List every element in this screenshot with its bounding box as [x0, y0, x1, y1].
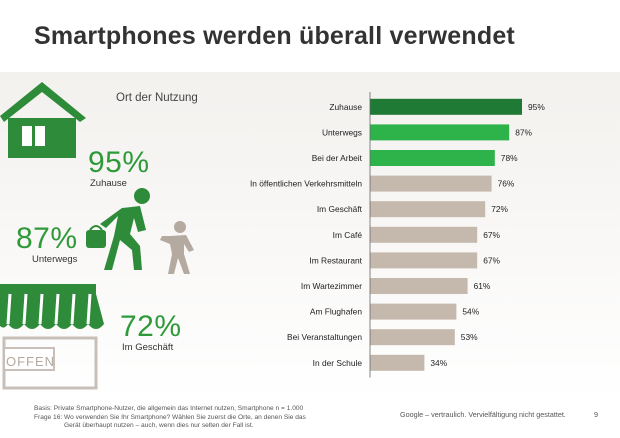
page-number: 9 [594, 410, 598, 419]
footer-question-line2: Gerät überhaupt nutzen – auch, wenn dies… [64, 422, 254, 430]
footer-question-line1: Frage 16: Wo verwenden Sie Ihr Smartphon… [34, 413, 306, 421]
bar-bei-der-arbeit [370, 150, 495, 166]
value-label-in-der-schule: 34% [430, 358, 447, 368]
confidential-note: Google – vertraulich. Vervielfältigung n… [400, 410, 566, 419]
bar-im-restaurant [370, 252, 478, 269]
value-label-bei-veranstaltungen: 53% [461, 332, 478, 342]
value-label-unterwegs: 87% [515, 127, 532, 137]
category-label-am-flughafen: Am Flughafen [310, 307, 362, 317]
highlight-home-value: 95% [88, 146, 150, 179]
house-icon [0, 82, 86, 158]
bar-im-wartezimmer [370, 278, 468, 294]
category-label-unterwegs: Unterwegs [322, 127, 362, 137]
highlight-shop-label: Im Geschäft [122, 342, 174, 353]
highlight-on-the-go-label: Unterwegs [32, 254, 78, 265]
footer-basis: Basis: Private Smartphone-Nutzer, die al… [34, 405, 304, 412]
category-label-bei-der-arbeit: Bei der Arbeit [312, 153, 363, 163]
category-label-in-offentlichen-verkehrsmitteln: In öffentlichen Verkehrsmitteln [250, 179, 362, 189]
bar-in-offentlichen-verkehrsmitteln [370, 175, 492, 192]
highlight-on-the-go-value: 87% [16, 222, 78, 255]
category-label-im-geschaft: Im Geschäft [317, 204, 363, 214]
value-label-im-geschaft: 72% [491, 204, 508, 214]
bar-im-geschaft [370, 201, 486, 218]
category-label-zuhause: Zuhause [329, 102, 362, 112]
value-label-im-cafe: 67% [483, 230, 500, 240]
bar-im-cafe [370, 226, 478, 243]
highlight-shop-value: 72% [120, 310, 182, 343]
value-label-im-restaurant: 67% [483, 255, 500, 265]
bar-zuhause [370, 98, 522, 115]
walking-person-icon [86, 188, 150, 270]
shop-awning-icon [0, 284, 104, 390]
category-label-im-restaurant: Im Restaurant [309, 255, 362, 265]
footer-notes: Basis: Private Smartphone-Nutzer, die al… [34, 405, 334, 431]
value-label-am-flughafen: 54% [462, 307, 479, 317]
value-label-im-wartezimmer: 61% [474, 281, 491, 291]
bar-bei-veranstaltungen [370, 329, 455, 346]
value-label-zuhause: 95% [528, 102, 545, 112]
value-label-bei-der-arbeit: 78% [501, 153, 518, 163]
category-label-in-der-schule: In der Schule [313, 358, 363, 368]
shop-sign: OFFEN [6, 354, 56, 369]
category-label-im-cafe: Im Café [333, 230, 363, 240]
highlight-home-label: Zuhause [90, 178, 127, 189]
category-label-bei-veranstaltungen: Bei Veranstaltungen [287, 332, 362, 342]
bar-am-flughafen [370, 303, 457, 320]
page-title: Smartphones werden überall verwendet [34, 22, 515, 50]
bar-unterwegs [370, 124, 510, 141]
value-label-in-offentlichen-verkehrsmitteln: 76% [498, 179, 515, 189]
child-icon [160, 221, 194, 274]
chart-subtitle: Ort der Nutzung [116, 92, 198, 104]
category-label-im-wartezimmer: Im Wartezimmer [301, 281, 362, 291]
bar-in-der-schule [370, 354, 425, 371]
